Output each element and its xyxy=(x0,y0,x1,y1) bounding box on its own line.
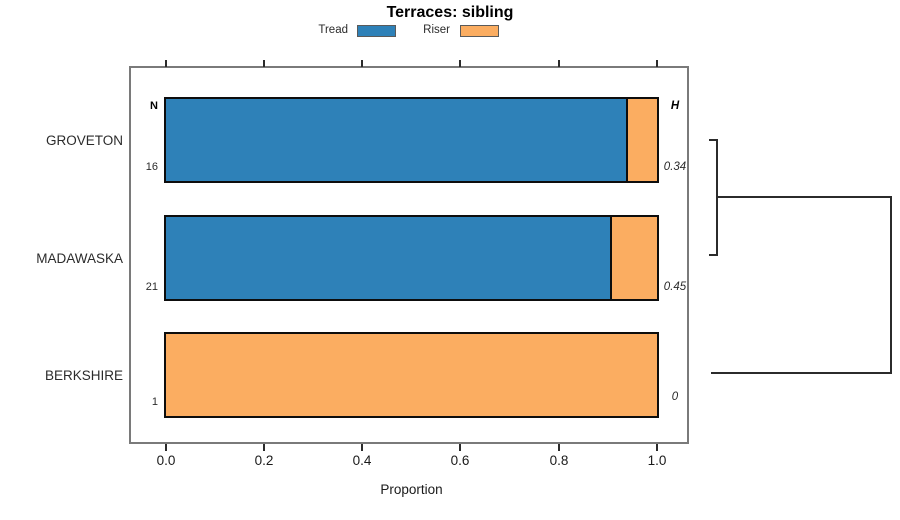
tick-label-0.2: 0.2 xyxy=(254,453,274,468)
tick-top-0.0 xyxy=(165,60,167,67)
legend-label-riser: Riser xyxy=(423,24,450,36)
bar-groveton-riser-segment xyxy=(626,99,657,181)
tick-bottom-0.4 xyxy=(361,444,363,451)
h-column-header: H xyxy=(670,100,680,112)
tick-bottom-0.6 xyxy=(459,444,461,451)
n-value-groveton: 16 xyxy=(145,161,158,173)
tick-top-0.8 xyxy=(558,60,560,67)
tick-top-0.4 xyxy=(361,60,363,67)
category-label-madawaska: MADAWASKA xyxy=(36,251,123,266)
dendrogram-leaf-berkshire xyxy=(711,372,892,374)
tick-label-0.6: 0.6 xyxy=(450,453,470,468)
bar-groveton xyxy=(164,97,659,183)
tick-bottom-0.2 xyxy=(263,444,265,451)
h-value-madawaska: 0.45 xyxy=(663,281,687,293)
chart-title: Terraces: sibling xyxy=(386,4,514,21)
n-value-madawaska: 21 xyxy=(145,281,158,293)
n-column-header: N xyxy=(150,100,158,112)
tick-bottom-1.0 xyxy=(656,444,658,451)
bar-berkshire xyxy=(164,332,659,418)
category-label-berkshire: BERKSHIRE xyxy=(44,368,123,383)
legend-label-tread: Tread xyxy=(318,24,348,36)
tick-top-0.2 xyxy=(263,60,265,67)
dendrogram-cap-groveton xyxy=(709,139,718,141)
tick-bottom-0.8 xyxy=(558,444,560,451)
bar-berkshire-riser-segment xyxy=(166,334,657,416)
dendrogram-connector-to-root xyxy=(716,196,892,198)
category-label-groveton: GROVETON xyxy=(45,133,123,148)
tick-label-0.0: 0.0 xyxy=(156,453,176,468)
tick-label-1.0: 1.0 xyxy=(647,453,667,468)
x-axis-title: Proportion xyxy=(380,482,443,497)
legend-swatch-riser xyxy=(460,25,499,37)
tick-top-1.0 xyxy=(656,60,658,67)
n-value-berkshire: 1 xyxy=(151,396,158,408)
tick-label-0.8: 0.8 xyxy=(549,453,569,468)
h-value-groveton: 0.34 xyxy=(663,161,687,173)
dendrogram-root-vertical xyxy=(890,196,892,374)
dendrogram-cap-madawaska xyxy=(709,254,718,256)
tick-top-0.6 xyxy=(459,60,461,67)
h-value-berkshire: 0 xyxy=(671,391,679,403)
bar-groveton-tread-segment xyxy=(166,99,627,181)
bar-madawaska xyxy=(164,215,659,301)
bar-madawaska-tread-segment xyxy=(166,217,611,299)
tick-bottom-0.0 xyxy=(165,444,167,451)
legend-swatch-tread xyxy=(357,25,396,37)
bar-madawaska-riser-segment xyxy=(610,217,657,299)
tick-label-0.4: 0.4 xyxy=(352,453,372,468)
